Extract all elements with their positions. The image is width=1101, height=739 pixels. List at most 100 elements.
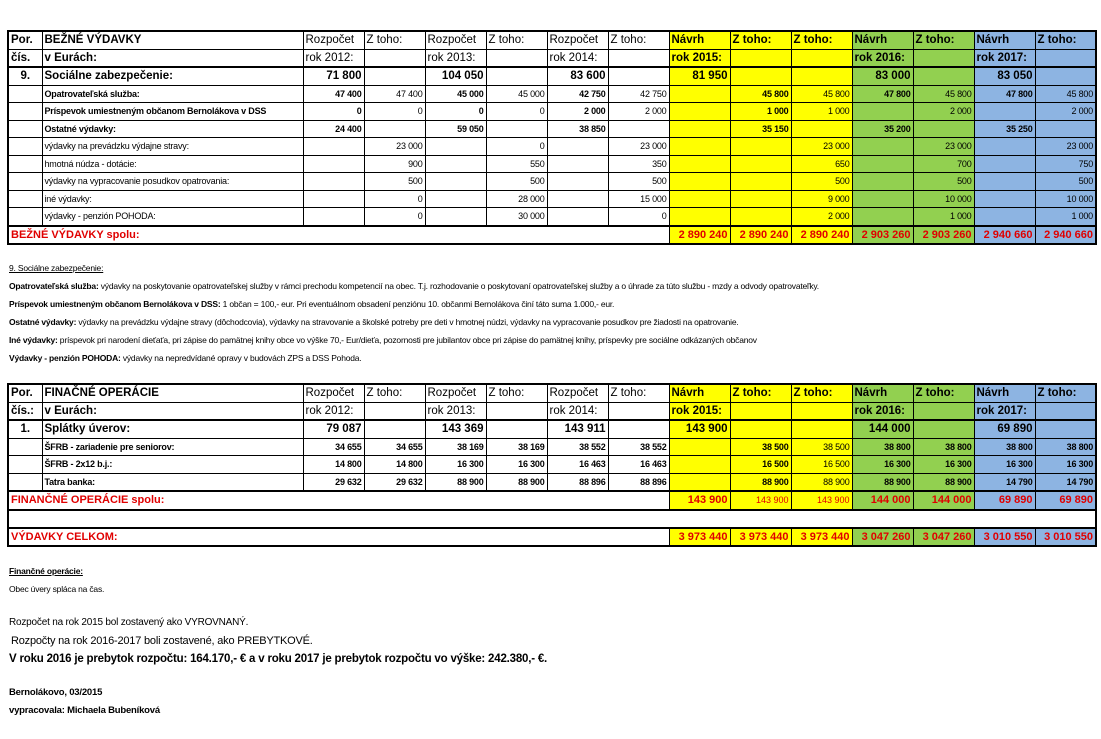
total-value: 2 903 260 (912, 224, 975, 245)
value-cell (973, 137, 1036, 156)
value-cell: 143 369 (424, 419, 487, 439)
value-cell: 45 000 (424, 84, 487, 103)
value-cell: 350 (607, 154, 670, 173)
note-text: výdavky na poskytovanie opatrovateľskej … (98, 281, 819, 291)
note-line: Ostatné výdavky: výdavky na prevádzku vý… (9, 313, 819, 331)
value-cell: 83 050 (973, 66, 1036, 86)
section-row: 1. Splátky úverov: 79 087 143 369 143 911 143… (7, 419, 1097, 439)
value-cell: 16 500 (790, 455, 853, 474)
total-label: FINANČNÉ OPERÁCIE spolu: (7, 490, 670, 510)
value-cell: 15 000 (607, 189, 670, 208)
value-cell (363, 66, 426, 86)
column-header: Z toho: (790, 383, 853, 403)
column-header: Návrh (973, 383, 1036, 403)
value-cell: 38 169 (424, 437, 487, 456)
value-cell (668, 207, 731, 226)
value-cell (790, 66, 853, 86)
value-cell: 29 632 (363, 472, 426, 492)
value-cell (729, 419, 792, 439)
value-cell: 42 750 (607, 84, 670, 103)
place-date: Bernolákovo, 03/2015 (9, 687, 103, 698)
value-cell (851, 137, 914, 156)
surplus-line: V roku 2016 je prebytok rozpočtu: 164.17… (9, 653, 548, 665)
column-header: rok 2016: (851, 48, 914, 68)
value-cell: 47 400 (363, 84, 426, 103)
note-text: výdavky na nepredvídané opravy v budovác… (120, 353, 362, 363)
total-value: 143 900 (790, 490, 853, 510)
value-cell (424, 172, 487, 191)
column-header: rok 2012: (302, 48, 365, 68)
total-value: 3 973 440 (729, 526, 792, 547)
value-cell (729, 137, 792, 156)
value-cell: 38 800 (1034, 437, 1097, 456)
note-line: Príspevok umiestneným občanom Bernolákov… (9, 295, 819, 313)
value-cell: 88 900 (485, 472, 548, 492)
row-label: výdavky - penzión POHODA: (41, 207, 304, 226)
column-header (485, 48, 548, 68)
blank-cell (7, 508, 1097, 528)
value-cell: 144 000 (851, 419, 914, 439)
value-cell (912, 419, 975, 439)
header-row: Por. FINAČNÉ OPERÁCIE Rozpočet Z toho: Rozpo… (7, 383, 1097, 403)
value-cell: 88 900 (729, 472, 792, 492)
row-number (7, 102, 43, 121)
column-header: Z toho: (485, 30, 548, 50)
value-cell: 24 400 (302, 119, 365, 138)
column-header: rok 2012: (302, 401, 365, 421)
value-cell (912, 66, 975, 86)
value-cell: 1 000 (790, 102, 853, 121)
value-cell: 23 000 (912, 137, 975, 156)
column-header (729, 48, 792, 68)
value-cell: 38 500 (790, 437, 853, 456)
row-number (7, 154, 43, 173)
value-cell: 0 (485, 137, 548, 156)
value-cell (668, 84, 731, 103)
value-cell (851, 102, 914, 121)
value-cell (729, 66, 792, 86)
value-cell: 2 000 (607, 102, 670, 121)
column-header: Z toho: (363, 30, 426, 50)
value-cell (302, 137, 365, 156)
value-cell (424, 207, 487, 226)
value-cell (668, 189, 731, 208)
value-cell: 143 911 (546, 419, 609, 439)
column-header: rok 2013: (424, 48, 487, 68)
value-cell (302, 172, 365, 191)
row-number (7, 84, 43, 103)
column-header: rok 2017: (973, 401, 1036, 421)
row-label: Tatra banka: (41, 472, 304, 492)
value-cell: 2 000 (546, 102, 609, 121)
value-cell (668, 437, 731, 456)
column-header: Návrh (851, 30, 914, 50)
table-row: Ostatné výdavky: 24 400 59 050 38 850 35 150… (7, 119, 1097, 138)
value-cell: 69 890 (973, 419, 1036, 439)
value-cell: 81 950 (668, 66, 731, 86)
value-cell: 10 000 (1034, 189, 1097, 208)
header-row: čís. v Eurách: rok 2012: rok 2013: rok 2014:… (7, 48, 1097, 68)
value-cell (790, 119, 853, 138)
value-cell (607, 66, 670, 86)
row-label: iné výdavky: (41, 189, 304, 208)
column-header: Rozpočet (302, 30, 365, 50)
value-cell (729, 207, 792, 226)
value-cell: 83 000 (851, 66, 914, 86)
value-cell (302, 189, 365, 208)
value-cell: 59 050 (424, 119, 487, 138)
section-row: 9. Sociálne zabezpečenie: 71 800 104 050 83 … (7, 66, 1097, 86)
value-cell: 700 (912, 154, 975, 173)
value-cell: 38 552 (546, 437, 609, 456)
notes-social: 9. Sociálne zabezpečenie: Opatrovateľská… (9, 259, 819, 367)
total-value: 143 900 (668, 490, 731, 510)
value-cell: 500 (363, 172, 426, 191)
column-header: rok 2015: (668, 401, 731, 421)
value-cell: 29 632 (302, 472, 365, 492)
value-cell: 30 000 (485, 207, 548, 226)
value-cell: 500 (790, 172, 853, 191)
total-value: 144 000 (851, 490, 914, 510)
value-cell (1034, 66, 1097, 86)
value-cell: 88 896 (546, 472, 609, 492)
column-header: Návrh (668, 383, 731, 403)
value-cell (546, 207, 609, 226)
value-cell (1034, 119, 1097, 138)
column-header: Z toho: (1034, 30, 1097, 50)
